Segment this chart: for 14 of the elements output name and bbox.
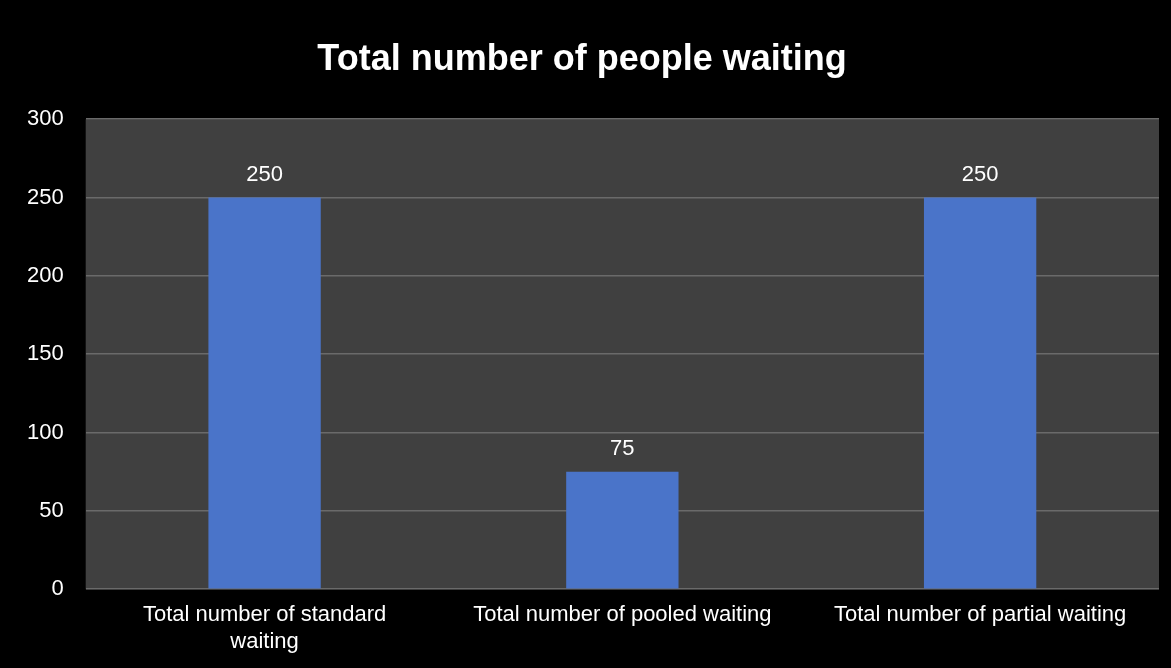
x-tick-label: Total number of partial waiting <box>833 601 1127 627</box>
y-tick-label: 250 <box>26 183 64 209</box>
y-tick-label: 50 <box>39 496 64 522</box>
data-label: 75 <box>610 434 635 460</box>
chart-title: Total number of people waiting <box>317 36 847 78</box>
x-tick-label: Total number of standard waiting <box>142 601 387 653</box>
y-tick-label: 0 <box>51 575 64 601</box>
data-label: 250 <box>961 160 999 186</box>
data-label: 250 <box>246 160 283 186</box>
y-tick-label: 200 <box>26 261 64 287</box>
y-tick-label: 300 <box>26 105 64 131</box>
y-tick-label: 150 <box>26 340 64 366</box>
x-tick-label: Total number of pooled waiting <box>473 601 772 627</box>
y-tick-label: 100 <box>26 418 64 444</box>
